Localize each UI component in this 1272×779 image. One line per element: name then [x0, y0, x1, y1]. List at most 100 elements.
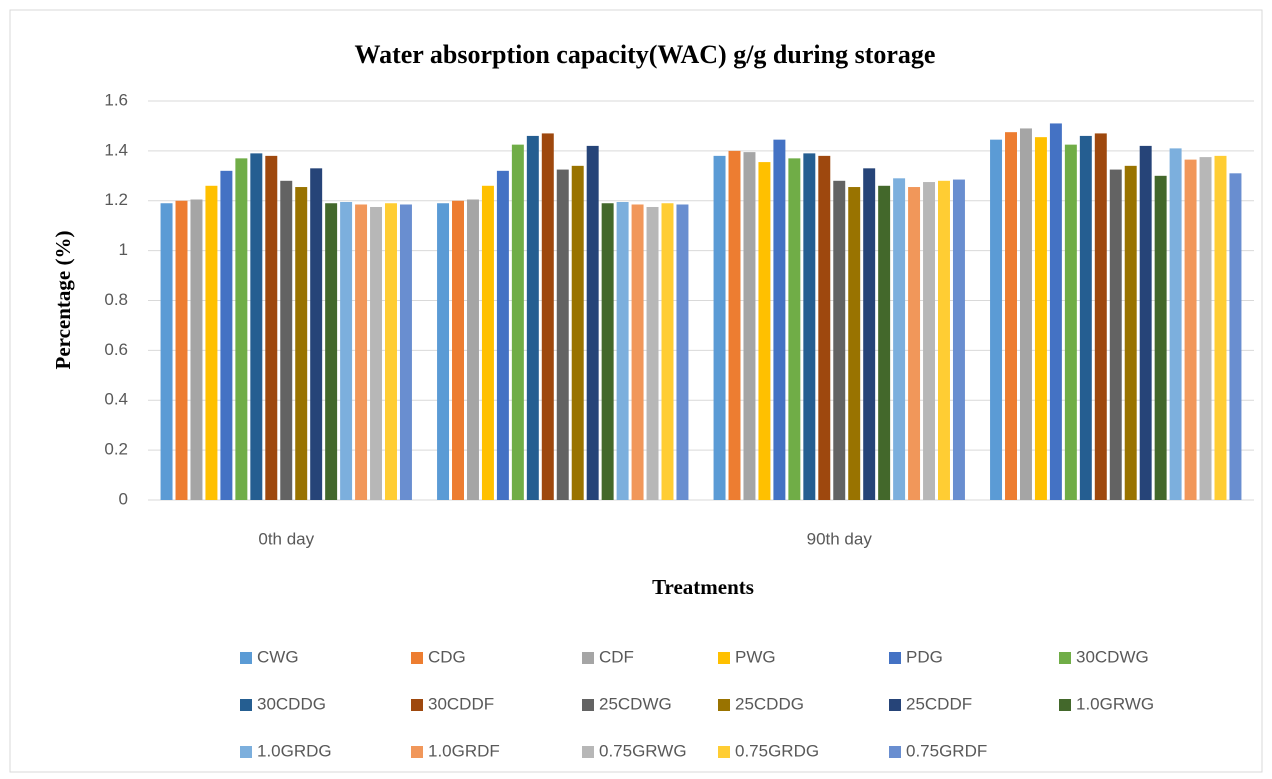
bar: [848, 187, 861, 501]
y-tick-label: 1.6: [104, 90, 128, 109]
bar: [399, 204, 412, 500]
bar: [1214, 155, 1227, 501]
legend-label: 0.75GRDF: [906, 741, 987, 760]
bar: [370, 206, 383, 500]
bar: [205, 185, 218, 500]
y-tick-label: 1.4: [104, 140, 128, 159]
legend-label: 30CDWG: [1076, 647, 1149, 666]
legend-label: PWG: [735, 647, 776, 666]
legend-swatch: [240, 699, 252, 711]
legend-swatch: [718, 652, 730, 664]
legend-swatch: [582, 699, 594, 711]
y-tick-label: 0: [119, 489, 128, 508]
legend-label: 0.75GRWG: [599, 741, 687, 760]
bar: [1094, 133, 1107, 500]
bar: [893, 178, 906, 500]
bar: [1229, 173, 1242, 500]
bar: [1079, 135, 1092, 500]
legend-swatch: [1059, 699, 1071, 711]
legend-swatch: [889, 699, 901, 711]
bar: [280, 180, 293, 501]
bar: [481, 185, 494, 500]
bar: [631, 204, 644, 500]
bar: [601, 203, 614, 500]
legend-label: 1.0GRDF: [428, 741, 500, 760]
bar: [908, 187, 921, 501]
legend-swatch: [240, 746, 252, 758]
bar: [1034, 137, 1047, 501]
y-tick-label: 0.6: [104, 340, 128, 359]
bar: [175, 200, 188, 500]
bar: [1005, 132, 1017, 500]
bar: [571, 165, 584, 500]
legend-label: 25CDDF: [906, 694, 972, 713]
bar: [466, 199, 479, 501]
legend-label: 30CDDF: [428, 694, 494, 713]
bar: [803, 153, 816, 500]
bar: [1109, 169, 1122, 500]
legend-label: PDG: [906, 647, 943, 666]
bar: [938, 180, 950, 501]
bar: [1154, 175, 1167, 500]
legend-swatch: [582, 652, 594, 664]
x-axis-label: Treatments: [652, 575, 754, 599]
bar: [990, 139, 1003, 500]
legend-label: 1.0GRWG: [1076, 694, 1154, 713]
bar: [863, 168, 876, 501]
bar: [818, 155, 831, 501]
bar: [676, 204, 689, 500]
legend-swatch: [411, 746, 423, 758]
bar: [923, 182, 936, 500]
bar: [265, 155, 278, 501]
legend-swatch: [1059, 652, 1071, 664]
bar: [541, 133, 554, 500]
chart-frame: [9, 9, 1263, 773]
legend-swatch: [240, 652, 252, 664]
legend-label: 30CDDG: [257, 694, 326, 713]
bar: [833, 180, 846, 501]
y-tick-label: 0.8: [104, 290, 128, 309]
bar: [310, 168, 323, 501]
bar: [385, 203, 397, 500]
bar: [616, 201, 629, 500]
bar: [773, 139, 786, 500]
bar: [437, 203, 450, 500]
y-axis-label: Percentage (%): [51, 231, 75, 370]
legend-swatch: [718, 699, 730, 711]
x-tick-label: 0th day: [258, 529, 314, 548]
bar: [1019, 128, 1032, 500]
legend-swatch: [411, 652, 423, 664]
bar: [878, 185, 891, 500]
legend-swatch: [718, 746, 730, 758]
bar: [661, 203, 674, 500]
bar: [952, 179, 965, 500]
bar: [1124, 165, 1137, 500]
legend-swatch: [889, 746, 901, 758]
bar: [743, 152, 756, 500]
bar: [556, 169, 569, 500]
y-tick-label: 0.4: [104, 390, 128, 409]
bar: [526, 135, 539, 500]
y-tick-label: 1: [119, 240, 128, 259]
bar: [646, 206, 659, 500]
legend-label: CDG: [428, 647, 466, 666]
bar: [235, 158, 248, 500]
y-tick-label: 1.2: [104, 190, 128, 209]
legend-label: CWG: [257, 647, 299, 666]
bar: [1199, 157, 1212, 500]
bar: [452, 200, 464, 500]
legend-label: 0.75GRDG: [735, 741, 819, 760]
legend-swatch: [582, 746, 594, 758]
bar: [190, 199, 203, 501]
legend-label: 1.0GRDG: [257, 741, 332, 760]
bar: [355, 204, 368, 500]
bar: [1184, 159, 1197, 500]
y-tick-label: 0.2: [104, 440, 128, 459]
bar: [250, 153, 263, 500]
bar: [788, 158, 801, 500]
bar: [758, 162, 771, 501]
bar: [1064, 144, 1077, 500]
bar: [325, 203, 338, 500]
legend-label: CDF: [599, 647, 634, 666]
